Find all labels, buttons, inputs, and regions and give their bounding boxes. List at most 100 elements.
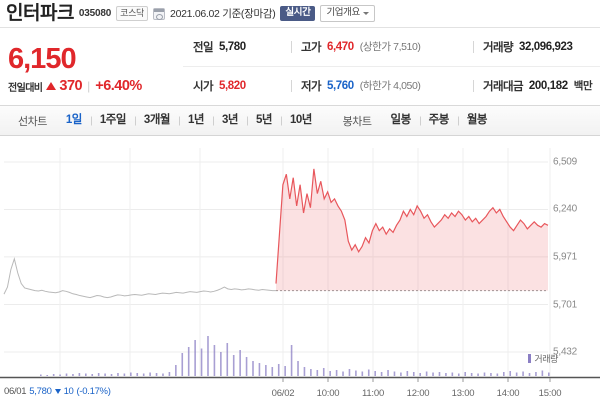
- line-chart-tabs: 선차트 1일 1주일 3개월 1년 3년 5년 10년: [18, 113, 321, 129]
- tab-line-period-1[interactable]: 1주일: [91, 114, 135, 127]
- volume-bar: [490, 373, 492, 376]
- volume-bar: [387, 370, 389, 376]
- y-axis-label-1: 6,240: [553, 203, 578, 215]
- volume-bar: [509, 371, 512, 376]
- volume-bar: [502, 372, 505, 376]
- volume-bar: [226, 343, 229, 376]
- chart-axis: [0, 376, 600, 382]
- volume-bar: [104, 373, 106, 376]
- volume-bar: [322, 368, 325, 376]
- volume-bar: [97, 373, 100, 376]
- chart-area: 6,509 6,240 5,971 5,701 5,432 06/02 10:00 11:0…: [0, 136, 600, 413]
- volume-value: 32,096,923: [518, 40, 573, 53]
- volume-bar: [393, 371, 396, 376]
- tab-line-period-5[interactable]: 5년: [247, 114, 281, 127]
- volume-bar: [419, 373, 421, 376]
- amount-value: 200,182: [528, 79, 568, 92]
- prev-day-close: 5,780: [29, 386, 52, 397]
- tab-line-period-0[interactable]: 1일: [65, 113, 82, 126]
- volume-bar: [213, 345, 216, 376]
- prev-close-value: 5,780: [218, 40, 246, 53]
- field-prev-close: 전일 5,780: [183, 28, 291, 67]
- volume-bar: [265, 365, 267, 376]
- prev-day-line: [3, 257, 276, 299]
- tab-line-period-3[interactable]: 1년: [179, 114, 213, 127]
- prev-close-label: 전일: [193, 41, 214, 54]
- quote-date-text: 2021.06.02 기준(장마감): [170, 8, 276, 20]
- volume-bar: [438, 372, 441, 376]
- change-percent: +6.40%: [95, 78, 142, 95]
- x-axis-label-6: 15:00: [538, 388, 562, 399]
- change-value: 370: [59, 78, 83, 95]
- lower-limit-value: (하한가 4,050): [359, 80, 421, 93]
- chart-tab-bar: 선차트 1일 1주일 3개월 1년 3년 5년 10년 봉차트 일봉 주봉 월봉: [0, 106, 600, 136]
- tab-candle-period-1[interactable]: 주봉: [420, 114, 458, 127]
- field-trade-amount: 거래대금 200,182 백만: [473, 67, 600, 106]
- candle-period-list: 일봉 주봉 월봉: [381, 113, 496, 127]
- volume-bar: [310, 369, 312, 376]
- volume-bar: [239, 350, 241, 376]
- upper-limit-value: (상한가 7,510): [359, 41, 421, 54]
- price-area-fill: [276, 168, 548, 291]
- tab-line-period-4[interactable]: 3년: [213, 114, 247, 127]
- volume-bar: [535, 372, 537, 376]
- x-axis-label-2: 11:00: [361, 388, 385, 399]
- volume-bar: [548, 372, 550, 376]
- high-label: 고가: [301, 41, 322, 54]
- volume-legend-label: 거래량: [534, 354, 558, 364]
- separator: |: [87, 79, 91, 94]
- volume-bar: [52, 374, 55, 376]
- volume-bar: [400, 372, 402, 376]
- volume-bar: [406, 371, 409, 376]
- low-value: 5,760: [326, 79, 354, 92]
- x-axis-label-0: 06/02: [271, 388, 295, 399]
- volume-bar: [329, 371, 331, 376]
- volume-bar: [451, 372, 454, 376]
- volume-bar: [470, 373, 473, 376]
- volume-bar: [515, 372, 518, 376]
- y-axis-label-2: 5,971: [553, 251, 578, 263]
- prev-day-date: 06/01: [4, 386, 27, 397]
- price-chart-svg[interactable]: [0, 136, 600, 413]
- y-axis-label-0: 6,509: [553, 156, 578, 168]
- volume-bar: [445, 373, 447, 376]
- candle-chart-title: 봉차트: [342, 115, 372, 128]
- field-volume: 거래량 32,096,923: [473, 28, 600, 67]
- current-price: 6,150: [8, 42, 77, 75]
- volume-bar: [335, 370, 338, 376]
- tab-line-period-2[interactable]: 3개월: [135, 114, 179, 127]
- volume-bar: [149, 372, 151, 376]
- volume-bar: [432, 372, 434, 376]
- quote-column-prev-open: 전일 5,780 시가 5,820: [183, 28, 291, 105]
- volume-bar: [136, 373, 139, 376]
- volume-bar: [78, 373, 81, 376]
- volume-bar: [200, 348, 203, 376]
- volume-bar: [232, 355, 235, 376]
- volume-swatch-icon: [528, 354, 532, 363]
- page-header: 인터파크 035080 코스닥 2021.06.02 기준(장마감) 실시간 기…: [0, 0, 600, 28]
- prev-day-summary: 06/01 5,780 10 (-0.17%): [4, 386, 111, 397]
- quote-panel: 6,150 전일대비 370 | +6.40% 전일 5,780 시가 5,82…: [0, 28, 600, 106]
- calendar-icon[interactable]: [153, 7, 166, 20]
- volume-bar: [290, 345, 293, 376]
- volume-label: 거래량: [483, 41, 514, 54]
- volume-bar: [297, 361, 299, 376]
- realtime-button[interactable]: 실시간: [280, 6, 316, 21]
- volume-bar: [252, 361, 254, 376]
- amount-label: 거래대금: [483, 80, 524, 93]
- company-overview-label: 기업개요: [326, 7, 360, 19]
- today-line: [275, 168, 549, 284]
- volume-bar: [316, 370, 319, 376]
- tab-line-period-6[interactable]: 10년: [281, 114, 321, 127]
- volume-bar: [271, 367, 274, 376]
- tab-candle-period-2[interactable]: 월봉: [458, 114, 496, 127]
- volume-bar: [65, 373, 68, 376]
- tab-candle-period-0[interactable]: 일봉: [390, 113, 411, 126]
- low-label: 저가: [301, 80, 322, 93]
- company-overview-button[interactable]: 기업개요: [320, 5, 375, 22]
- volume-bar: [496, 373, 499, 376]
- volume-bar: [477, 373, 479, 376]
- volume-bars: [40, 336, 550, 376]
- volume-bar: [40, 374, 42, 376]
- volume-bar: [412, 372, 415, 376]
